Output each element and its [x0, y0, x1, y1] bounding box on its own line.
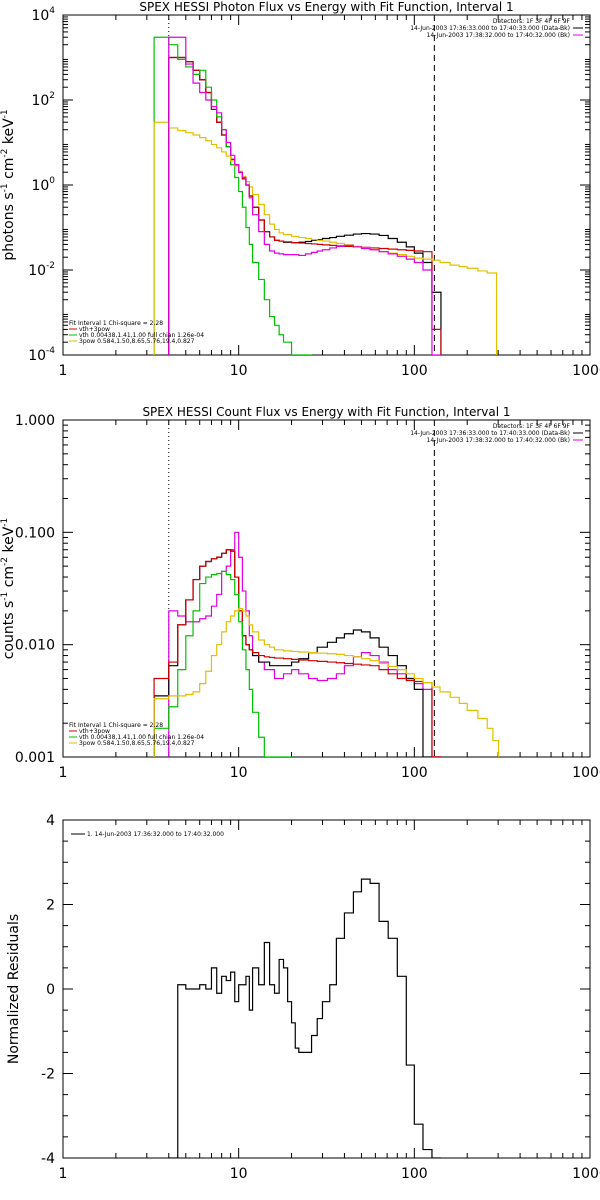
legend-right-line: 14-Jun-2003 17:36:33.000 to 17:40:33.000… — [410, 25, 570, 32]
y-tick-label: 102 — [31, 91, 55, 109]
x-tick-label: 1 — [59, 765, 68, 781]
series-line-2 — [153, 549, 441, 757]
legend-right-line: Detectors: 1F 3F 4F 6F 9F — [493, 18, 571, 25]
x-tick-label: 1 — [59, 363, 68, 379]
y-tick-label: 0.010 — [15, 638, 55, 654]
series-line-3 — [153, 121, 498, 355]
y-tick-label: 0 — [46, 982, 55, 998]
series-line-2 — [153, 36, 313, 355]
panel-photon: SPEX HESSI Photon Flux vs Energy with Fi… — [0, 0, 600, 379]
legend-right-line: 14-Jun-2003 17:38:32.000 to 17:40:32.000… — [427, 437, 570, 444]
legend-left-line: Fit Interval 1 Chi-square = 2.28 — [69, 722, 163, 729]
legend-left-line: vth 0.00438,1.41,1.00 full chian 1.26e-0… — [79, 332, 204, 339]
chart-title: SPEX HESSI Count Flux vs Energy with Fit… — [142, 405, 510, 419]
y-tick-label: -4 — [41, 1151, 55, 1167]
x-tick-label: 10 — [230, 1166, 248, 1182]
plot-frame — [62, 14, 591, 356]
y-tick-label: 1.000 — [15, 413, 55, 429]
x-tick-label: 10 — [230, 363, 248, 379]
series-line-1 — [153, 549, 441, 757]
y-tick-label: 2 — [46, 898, 55, 914]
y-axis-label: counts s-1 cm-2 keV-1 — [0, 518, 17, 660]
legend-left-line: 3pow 0.584,1.50,8.65,5.76,19.4,0.827 — [79, 338, 195, 345]
legend-left-line: 1. 14-Jun-2003 17:36:32.000 to 17:40:32.… — [87, 831, 224, 838]
x-tick-label: 100 — [401, 765, 428, 781]
y-axis-label: Normalized Residuals — [6, 914, 22, 1064]
y-tick-label: 100 — [31, 176, 55, 194]
series-line-0 — [168, 531, 441, 757]
panel-count: SPEX HESSI Count Flux vs Energy with Fit… — [0, 405, 600, 781]
chart-title: SPEX HESSI Photon Flux vs Energy with Fi… — [139, 0, 513, 14]
legend-right-line: 14-Jun-2003 17:38:32.000 to 17:40:32.000… — [427, 32, 570, 39]
legend-right-line: 14-Jun-2003 17:36:33.000 to 17:40:33.000… — [410, 430, 570, 437]
x-tick-label: 1 — [59, 1166, 68, 1182]
x-tick-label: 100 — [401, 1166, 428, 1182]
plot-frame — [62, 419, 591, 758]
x-tick-label: 10 — [230, 765, 248, 781]
legend-right-line: Detectors: 1F 3F 4F 6F 9F — [493, 423, 571, 430]
plot-frame — [62, 819, 591, 1159]
y-tick-label: 4 — [46, 813, 55, 829]
legend-left-line: vth+3pow — [79, 728, 110, 735]
y-tick-label: 104 — [31, 6, 55, 24]
y-tick-label: -2 — [41, 1067, 55, 1083]
y-axis-label: photons s-1 cm-2 keV-1 — [0, 109, 17, 260]
x-tick-label: 100 — [401, 363, 428, 379]
legend-left-line: vth+3pow — [79, 326, 110, 333]
series-line-3 — [153, 570, 293, 757]
series-line-0 — [168, 56, 442, 355]
y-tick-label: 0.100 — [15, 525, 55, 541]
series-line-1 — [168, 56, 442, 355]
y-tick-label: 0.001 — [15, 750, 55, 766]
series-line-0 — [168, 878, 441, 1158]
series-line-4 — [168, 36, 441, 355]
legend-left-line: vth 0.00438,1.41,1.00 full chian 1.26e-0… — [79, 734, 204, 741]
legend-left-line: Fit Interval 1 Chi-square = 2.28 — [69, 320, 163, 327]
legend-left-line: 3pow 0.584,1.50,8.65,5.76,19.4,0.827 — [79, 740, 195, 747]
y-tick-label: 10-4 — [28, 346, 55, 364]
y-tick-label: 10-2 — [28, 261, 55, 279]
series-line-4 — [153, 607, 500, 757]
